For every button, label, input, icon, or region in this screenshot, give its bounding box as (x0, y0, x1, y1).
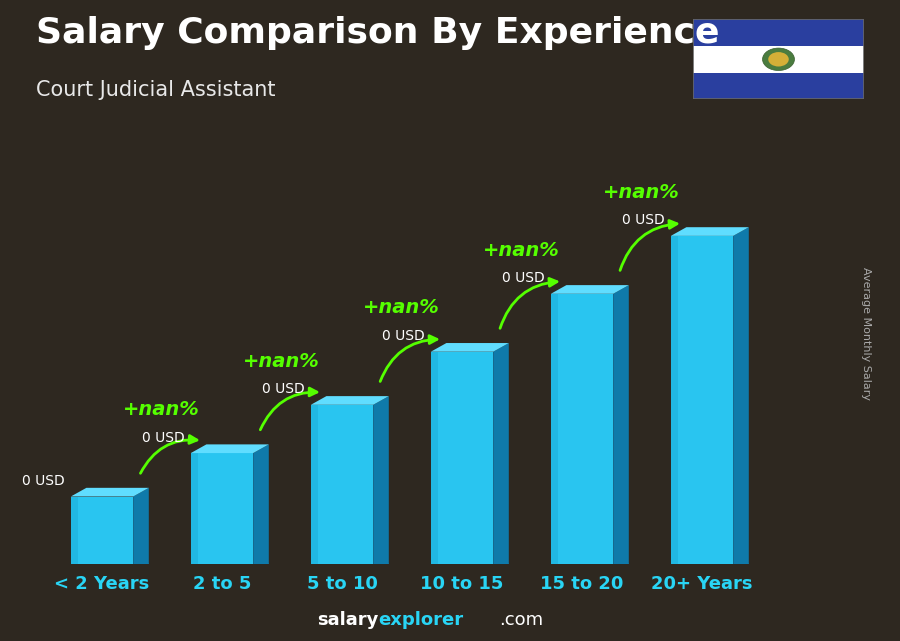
Polygon shape (133, 563, 148, 564)
Text: +nan%: +nan% (123, 400, 200, 419)
Polygon shape (191, 453, 253, 564)
Polygon shape (310, 396, 389, 405)
Circle shape (762, 48, 795, 71)
Polygon shape (613, 285, 629, 564)
Text: Average Monthly Salary: Average Monthly Salary (860, 267, 871, 400)
Text: Court Judicial Assistant: Court Judicial Assistant (36, 80, 275, 100)
Polygon shape (670, 236, 678, 564)
Text: Salary Comparison By Experience: Salary Comparison By Experience (36, 16, 719, 50)
Text: 0 USD: 0 USD (622, 213, 665, 228)
Polygon shape (551, 294, 558, 564)
Text: 0 USD: 0 USD (502, 271, 544, 285)
Polygon shape (551, 285, 629, 294)
Polygon shape (493, 343, 508, 564)
Polygon shape (431, 352, 493, 564)
Polygon shape (613, 563, 629, 564)
Polygon shape (431, 343, 508, 352)
Polygon shape (670, 236, 734, 564)
Polygon shape (374, 563, 389, 564)
Polygon shape (670, 227, 749, 236)
Circle shape (769, 52, 788, 67)
Text: explorer: explorer (378, 612, 464, 629)
Text: 0 USD: 0 USD (262, 382, 305, 396)
Text: +nan%: +nan% (243, 351, 320, 370)
Text: 0 USD: 0 USD (22, 474, 65, 488)
Text: salary: salary (317, 612, 378, 629)
Polygon shape (71, 488, 148, 497)
Polygon shape (551, 294, 613, 564)
Text: +nan%: +nan% (603, 183, 680, 202)
Polygon shape (253, 444, 269, 564)
Text: +nan%: +nan% (483, 240, 560, 260)
Text: 0 USD: 0 USD (142, 431, 184, 445)
Text: +nan%: +nan% (363, 299, 440, 317)
Polygon shape (133, 488, 148, 564)
Polygon shape (191, 453, 198, 564)
Polygon shape (493, 563, 508, 564)
Polygon shape (734, 563, 749, 564)
Text: .com: .com (500, 612, 544, 629)
Polygon shape (71, 497, 78, 564)
Polygon shape (310, 405, 374, 564)
Text: 0 USD: 0 USD (382, 329, 425, 343)
Polygon shape (71, 497, 133, 564)
Polygon shape (431, 352, 438, 564)
Polygon shape (374, 396, 389, 564)
Bar (693, 72, 864, 99)
Bar (693, 46, 864, 72)
Bar (693, 19, 864, 46)
Polygon shape (253, 563, 269, 564)
Polygon shape (310, 405, 318, 564)
Polygon shape (734, 227, 749, 564)
Polygon shape (191, 444, 269, 453)
